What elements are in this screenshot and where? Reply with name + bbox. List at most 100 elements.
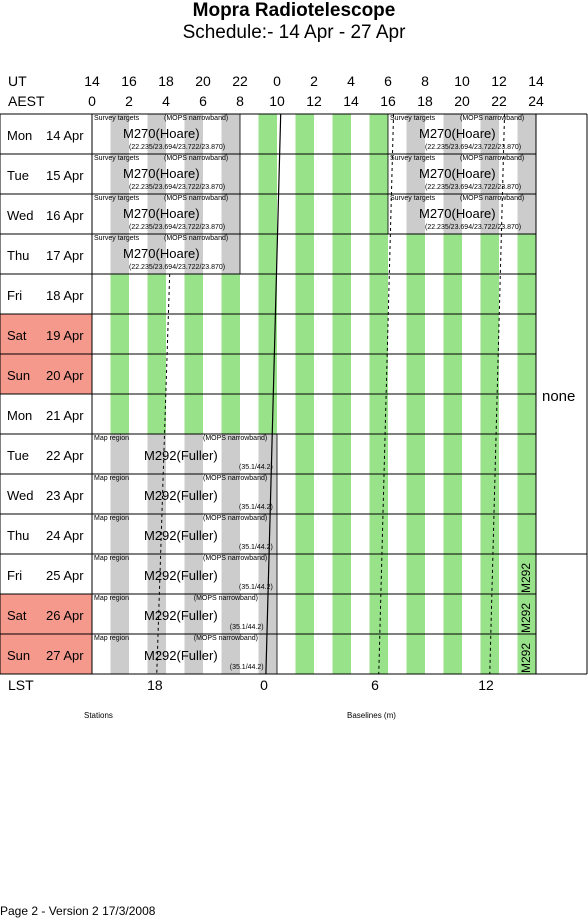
free-stripe bbox=[184, 314, 203, 354]
free-stripe bbox=[221, 354, 240, 394]
ut-tick-label: 12 bbox=[491, 73, 507, 89]
free-stripe bbox=[517, 394, 536, 434]
scheduled-stripe bbox=[184, 554, 203, 594]
footer-text: Page 2 - Version 2 17/3/2008 bbox=[0, 904, 156, 918]
scheduled-stripe bbox=[184, 634, 203, 674]
scheduled-stripe bbox=[110, 114, 129, 154]
project-note: (MOPS narrowband) bbox=[193, 595, 258, 602]
free-stripe bbox=[332, 514, 351, 554]
free-stripe bbox=[295, 154, 314, 194]
project-name: M292(Fuller) bbox=[144, 488, 218, 503]
project-note: Map region bbox=[94, 435, 130, 442]
ut-tick-label: 6 bbox=[384, 73, 392, 89]
scheduled-stripe bbox=[221, 154, 240, 194]
weekend-cell bbox=[0, 594, 92, 634]
free-stripe bbox=[332, 434, 351, 474]
scheduled-stripe bbox=[258, 554, 277, 594]
free-stripe bbox=[258, 114, 277, 154]
project-note: (MOPS narrowband) bbox=[164, 195, 229, 202]
free-stripe bbox=[369, 114, 388, 154]
project-frequencies: (35.1/44.2) bbox=[229, 624, 264, 631]
scheduled-stripe bbox=[184, 194, 203, 234]
day-date: 27 Apr bbox=[46, 648, 84, 663]
free-stripe bbox=[443, 634, 462, 674]
free-stripe bbox=[369, 634, 388, 674]
free-stripe bbox=[480, 314, 499, 354]
free-stripe bbox=[147, 354, 166, 394]
free-stripe bbox=[369, 474, 388, 514]
project-frequencies: (22.235/23.694/23.722/23.870) bbox=[425, 184, 522, 191]
day-name: Thu bbox=[7, 528, 30, 543]
free-stripe bbox=[517, 554, 536, 594]
free-stripe bbox=[295, 594, 314, 634]
day-name: Fri bbox=[7, 288, 23, 303]
free-stripe bbox=[406, 274, 425, 314]
project-name: M270(Hoare) bbox=[419, 166, 496, 181]
scheduled-stripe bbox=[406, 114, 425, 154]
project-note: Map region bbox=[94, 555, 130, 562]
free-stripe bbox=[443, 554, 462, 594]
project-name: M270(Hoare) bbox=[419, 126, 496, 141]
day-name: Wed bbox=[7, 488, 34, 503]
project-name: M270(Hoare) bbox=[123, 206, 200, 221]
day-date: 23 Apr bbox=[46, 488, 84, 503]
scheduled-stripe bbox=[221, 474, 240, 514]
free-stripe bbox=[221, 394, 240, 434]
free-stripe bbox=[332, 234, 351, 274]
stations-label: Stations bbox=[84, 711, 113, 720]
scheduled-stripe bbox=[221, 234, 240, 274]
project-name: M270(Hoare) bbox=[123, 246, 200, 261]
scheduled-stripe bbox=[147, 154, 166, 194]
ut-tick-label: 18 bbox=[158, 73, 174, 89]
free-stripe bbox=[332, 474, 351, 514]
project-frequencies: (22.235/23.694/23.722/23.870) bbox=[425, 224, 522, 231]
day-name: Sat bbox=[7, 328, 27, 343]
aest-tick-label: 0 bbox=[88, 93, 96, 109]
scheduled-stripe bbox=[184, 234, 203, 274]
scheduled-stripe bbox=[110, 234, 129, 274]
page-title: Mopra Radiotelescope bbox=[192, 0, 396, 21]
scheduled-stripe bbox=[147, 594, 166, 634]
free-stripe bbox=[406, 514, 425, 554]
free-stripe bbox=[517, 354, 536, 394]
free-stripe bbox=[406, 314, 425, 354]
project-note: Map region bbox=[94, 635, 130, 642]
scheduled-stripe bbox=[184, 114, 203, 154]
free-stripe bbox=[332, 314, 351, 354]
ut-tick-label: 14 bbox=[84, 73, 100, 89]
project-name: M270(Hoare) bbox=[123, 126, 200, 141]
day-date: 24 Apr bbox=[46, 528, 84, 543]
project-note: Survey targets bbox=[390, 115, 436, 122]
project-name: M270(Hoare) bbox=[123, 166, 200, 181]
scheduled-stripe bbox=[221, 434, 240, 474]
free-stripe bbox=[332, 274, 351, 314]
free-stripe bbox=[110, 394, 129, 434]
project-name-vertical: M292 bbox=[519, 642, 534, 673]
project-note: Survey targets bbox=[94, 195, 140, 202]
scheduled-stripe bbox=[110, 474, 129, 514]
project-name: M270(Hoare) bbox=[419, 206, 496, 221]
day-name: Mon bbox=[7, 408, 33, 423]
free-stripe bbox=[443, 354, 462, 394]
free-stripe bbox=[295, 634, 314, 674]
aest-tick-label: 10 bbox=[269, 93, 285, 109]
free-stripe bbox=[369, 394, 388, 434]
free-stripe bbox=[406, 594, 425, 634]
free-stripe bbox=[406, 554, 425, 594]
free-stripe bbox=[369, 234, 388, 274]
project-frequencies: (35.1/44.2) bbox=[239, 504, 273, 511]
free-stripe bbox=[332, 594, 351, 634]
free-stripe bbox=[184, 354, 203, 394]
scheduled-stripe bbox=[184, 514, 203, 554]
scheduled-stripe bbox=[147, 194, 166, 234]
scheduled-stripe bbox=[110, 194, 129, 234]
scheduled-stripe bbox=[110, 154, 129, 194]
free-stripe bbox=[369, 434, 388, 474]
scheduled-stripe bbox=[258, 634, 277, 674]
free-stripe bbox=[369, 194, 388, 234]
aest-tick-label: 12 bbox=[306, 93, 322, 109]
project-note: (MOPS narrowband) bbox=[193, 635, 258, 642]
free-stripe bbox=[295, 314, 314, 354]
scheduled-stripe bbox=[480, 154, 499, 194]
project-note: Survey targets bbox=[94, 115, 140, 122]
